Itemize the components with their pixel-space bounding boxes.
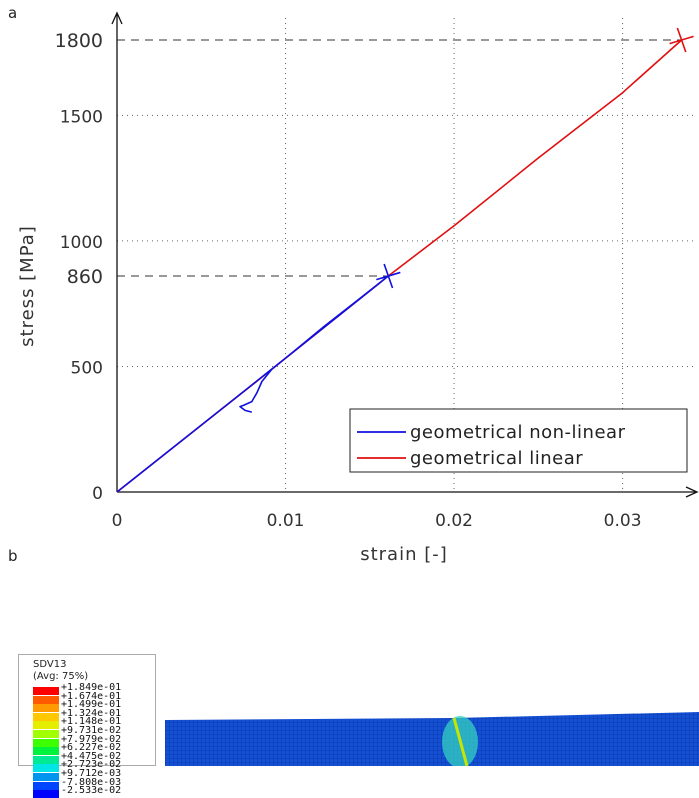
colorbar-label: +4.475e-02 xyxy=(61,750,122,762)
colorbar-label: +6.227e-02 xyxy=(61,742,122,754)
colorbar-swatch xyxy=(33,773,59,781)
failure-marker xyxy=(376,263,401,289)
colorbar-swatch xyxy=(33,730,59,738)
x-tick-label: 0.01 xyxy=(267,511,305,531)
colorbar-label: +1.849e-01 xyxy=(61,682,122,693)
colorbar-legend: SDV13 (Avg: 75%) +1.849e-01 +1.674e-01 +1.… xyxy=(18,654,156,798)
colorbar-swatch xyxy=(33,712,59,721)
colorbar-swatch xyxy=(33,755,59,764)
legend-box xyxy=(349,408,688,473)
x-tick-label: 0.03 xyxy=(604,511,642,531)
colorbar-label: +1.148e-01 xyxy=(61,716,122,728)
shear-crack xyxy=(452,717,469,766)
colorbar-label: +9.731e-02 xyxy=(61,725,122,736)
colorbar-label: +1.324e-01 xyxy=(61,707,122,719)
contour-panel: SDV13 (Avg: 75%) +1.849e-01 +1.674e-01 +1.… xyxy=(0,640,699,798)
colorbar-swatch xyxy=(33,721,59,730)
x-axis-title: strain [-] xyxy=(360,544,448,565)
y-tick-label: 500 xyxy=(71,358,103,378)
colorbar-subtitle: (Avg: 75%) xyxy=(33,671,89,682)
reference-label: 1800 xyxy=(55,30,103,52)
panel-label-b: b xyxy=(8,547,18,565)
colorbar-label: +1.499e-01 xyxy=(61,699,122,711)
fe-mesh-contour xyxy=(165,712,699,766)
x-axis-arrow xyxy=(685,486,699,498)
colorbar-label: +2.723e-02 xyxy=(61,759,122,771)
series-line-nonlinear xyxy=(116,275,390,493)
specimen-body xyxy=(165,712,699,766)
colorbar-label: +7.979e-02 xyxy=(61,733,122,745)
colorbar-swatch xyxy=(33,704,59,713)
x-tick-label: 0.02 xyxy=(435,511,473,531)
failure-marker xyxy=(669,27,694,53)
legend-label: geometrical linear xyxy=(410,448,583,469)
colorbar-swatch xyxy=(33,781,59,790)
colorbar-swatch xyxy=(33,687,59,695)
reference-label: 860 xyxy=(67,266,103,288)
y-axis-title: stress [MPa] xyxy=(17,225,38,347)
y-tick-label: 1500 xyxy=(60,107,103,127)
y-axis-arrow xyxy=(111,11,123,25)
x-tick-label: 0 xyxy=(112,511,123,531)
colorbar-swatch xyxy=(33,790,59,798)
colorbar-label: +1.674e-01 xyxy=(61,690,122,702)
colorbar-title: SDV13 xyxy=(33,659,67,670)
colorbar-swatch xyxy=(33,695,59,704)
panel-label-a: a xyxy=(8,4,18,22)
y-tick-label: 1000 xyxy=(60,233,103,253)
colorbar-label: -2.533e-02 xyxy=(61,785,122,797)
y-tick-label: 0 xyxy=(92,484,103,504)
colorbar-swatch xyxy=(33,747,59,756)
stress-strain-chart: 860 1800 0 0.01 0.02 0.03 0 500 1000 1500 strain [… xyxy=(17,11,699,565)
colorbar-swatch xyxy=(33,738,59,747)
legend-label: geometrical non-linear xyxy=(410,422,626,443)
